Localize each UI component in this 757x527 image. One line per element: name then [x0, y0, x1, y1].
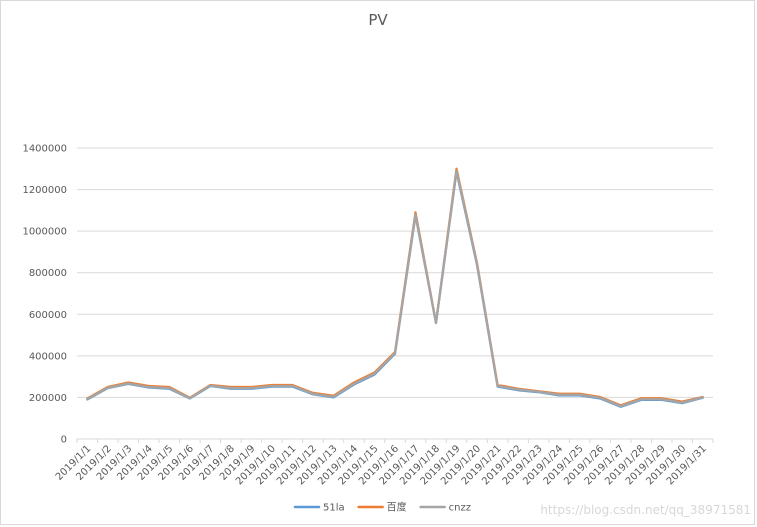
x-axis-ticks: 2019/1/12019/1/22019/1/32019/1/42019/1/5… — [54, 439, 714, 487]
y-tick-label: 800000 — [29, 268, 67, 279]
series-line-51la — [86, 170, 704, 408]
watermark-text: https://blog.csdn.net/qq_38971581 — [540, 503, 751, 517]
gridlines — [77, 147, 713, 440]
legend-label: cnzz — [449, 503, 471, 514]
series-lines — [86, 167, 704, 408]
y-tick-label: 600000 — [29, 310, 67, 321]
legend-label: 51la — [323, 503, 345, 514]
series-line-cnzz — [86, 169, 704, 408]
series-line-百度 — [86, 167, 704, 407]
chart-title: PV — [368, 11, 388, 29]
legend-label: 百度 — [387, 501, 407, 514]
y-tick-label: 1400000 — [22, 144, 67, 155]
y-axis-ticks: 0 200000 400000 600000 800000 1000000 1200000 1… — [22, 144, 67, 446]
y-tick-label: 400000 — [29, 351, 67, 362]
y-tick-label: 0 — [61, 435, 67, 446]
y-tick-label: 1200000 — [22, 185, 67, 196]
y-tick-label: 1000000 — [22, 227, 67, 238]
legend: 51la 百度 cnzz — [293, 501, 471, 514]
y-tick-label: 200000 — [29, 393, 67, 404]
